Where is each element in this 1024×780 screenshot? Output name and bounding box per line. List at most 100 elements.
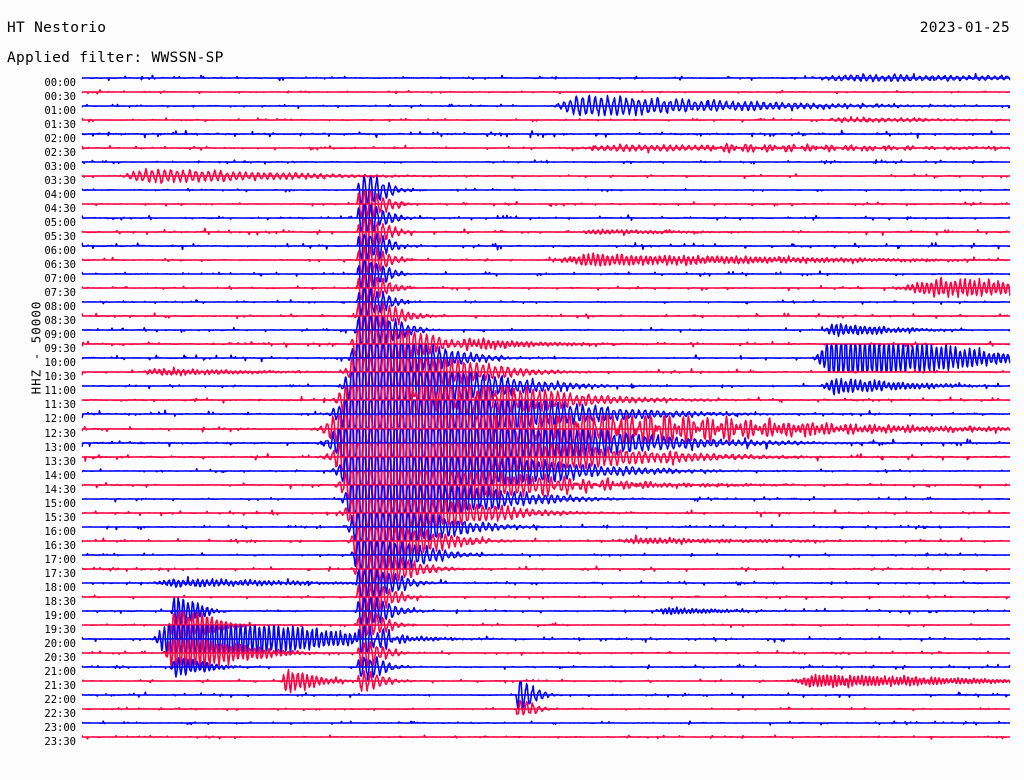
trace-row: 11:00 bbox=[0, 372, 1024, 401]
time-axis-label: 18:30 bbox=[44, 595, 76, 608]
time-axis-label: 22:00 bbox=[44, 693, 76, 706]
time-axis-label: 04:00 bbox=[44, 189, 76, 202]
time-axis-label: 19:00 bbox=[44, 609, 76, 622]
trace-row: 09:00 bbox=[0, 316, 1024, 345]
trace-row: 09:30 bbox=[0, 330, 1024, 359]
time-axis-label: 03:00 bbox=[44, 161, 76, 174]
trace-row: 20:30 bbox=[0, 638, 1024, 667]
trace-row: 12:30 bbox=[0, 414, 1024, 443]
trace-row: 15:00 bbox=[0, 484, 1024, 513]
trace-row: 02:00 bbox=[0, 129, 1024, 148]
date-label: 2023-01-25 bbox=[919, 20, 1010, 36]
time-axis-label: 06:30 bbox=[44, 259, 76, 272]
trace-row: 13:00 bbox=[0, 428, 1024, 457]
time-axis-label: 12:00 bbox=[44, 413, 76, 426]
trace-row: 02:30 bbox=[0, 143, 1024, 162]
trace-row: 12:00 bbox=[0, 400, 1024, 429]
trace-row: 05:30 bbox=[0, 218, 1024, 246]
trace-row: 03:00 bbox=[0, 159, 1024, 176]
time-axis-label: 19:30 bbox=[44, 623, 76, 636]
trace-row: 23:30 bbox=[0, 734, 1024, 751]
time-axis-label: 17:00 bbox=[44, 553, 76, 566]
trace-row: 16:30 bbox=[0, 526, 1024, 555]
trace-row: 10:30 bbox=[0, 357, 1024, 387]
time-axis-label: 23:30 bbox=[44, 735, 76, 748]
time-axis-label: 00:00 bbox=[44, 77, 76, 89]
trace-row: 11:30 bbox=[0, 386, 1024, 415]
trace-row: 06:30 bbox=[0, 246, 1024, 275]
time-axis-label: 05:30 bbox=[44, 231, 76, 244]
trace-row: 13:30 bbox=[0, 442, 1024, 471]
trace-row: 14:00 bbox=[0, 456, 1024, 486]
time-axis-label: 11:00 bbox=[44, 385, 76, 398]
trace-row: 08:30 bbox=[0, 302, 1024, 331]
time-axis-label: 12:30 bbox=[44, 427, 76, 440]
time-axis-label: 10:00 bbox=[44, 357, 76, 370]
trace-row: 16:00 bbox=[0, 512, 1024, 542]
trace-row: 07:30 bbox=[0, 274, 1024, 303]
time-axis-label: 15:00 bbox=[44, 497, 76, 510]
time-axis-label: 09:00 bbox=[44, 329, 76, 342]
time-axis-label: 09:30 bbox=[44, 343, 76, 356]
time-axis-label: 13:30 bbox=[44, 455, 76, 468]
trace-row: 18:00 bbox=[0, 568, 1024, 597]
time-axis-label: 07:30 bbox=[44, 287, 76, 300]
trace-row: 00:30 bbox=[0, 89, 1024, 106]
time-axis-label: 05:00 bbox=[44, 217, 76, 230]
trace-row: 22:00 bbox=[0, 681, 1024, 709]
trace-row: 21:00 bbox=[0, 655, 1024, 681]
time-axis-label: 16:30 bbox=[44, 539, 76, 552]
trace-row: 07:00 bbox=[0, 260, 1024, 289]
time-axis-label: 04:30 bbox=[44, 203, 76, 216]
time-axis-label: 14:00 bbox=[44, 469, 76, 482]
trace-row: 04:00 bbox=[0, 176, 1024, 204]
trace-row: 19:30 bbox=[0, 610, 1024, 639]
helicorder-plot: 00:00 00:30 01:00 01:30 02:00 02:30 03:00 03:30… bbox=[0, 72, 1024, 778]
trace-row: 00:00 bbox=[0, 72, 1024, 92]
trace-row: 22:30 bbox=[0, 699, 1024, 723]
applied-filter-label: Applied filter: WWSSN-SP bbox=[7, 50, 224, 66]
time-axis-label: 08:00 bbox=[44, 301, 76, 314]
time-axis-label: 21:00 bbox=[44, 665, 76, 678]
time-axis-label: 16:00 bbox=[44, 525, 76, 538]
trace-row: 03:30 bbox=[0, 167, 1024, 190]
time-axis-label: 06:00 bbox=[44, 245, 76, 258]
trace-row: 17:30 bbox=[0, 554, 1024, 583]
trace-row: 01:00 bbox=[0, 94, 1024, 120]
time-axis-label: 14:30 bbox=[44, 483, 76, 496]
time-axis-label: 03:30 bbox=[44, 175, 76, 188]
time-axis-label: 15:30 bbox=[44, 511, 76, 524]
page-title: HT Nestorio bbox=[7, 20, 107, 36]
time-axis-label: 21:30 bbox=[44, 679, 76, 692]
time-axis-label: 01:30 bbox=[44, 119, 76, 132]
trace-row: 23:00 bbox=[0, 720, 1024, 737]
time-axis-label: 01:00 bbox=[44, 105, 76, 118]
trace-row: 19:00 bbox=[0, 596, 1024, 625]
time-axis-label: 11:30 bbox=[44, 399, 76, 412]
trace-row: 17:00 bbox=[0, 540, 1024, 569]
trace-row: 20:00 bbox=[0, 624, 1024, 653]
time-axis-label: 22:30 bbox=[44, 707, 76, 720]
time-axis-label: 20:30 bbox=[44, 651, 76, 664]
trace-row: 05:00 bbox=[0, 204, 1024, 233]
trace-row: 18:30 bbox=[0, 582, 1024, 611]
trace-row: 21:30 bbox=[0, 668, 1024, 695]
time-axis-label: 18:00 bbox=[44, 581, 76, 594]
trace-row: 08:00 bbox=[0, 288, 1024, 317]
time-axis-label: 02:30 bbox=[44, 147, 76, 160]
time-axis-label: 20:00 bbox=[44, 637, 76, 650]
time-axis-label: 23:00 bbox=[44, 721, 76, 734]
trace-row: 10:00 bbox=[0, 344, 1024, 373]
time-axis-label: 00:30 bbox=[44, 91, 76, 104]
trace-row: 04:30 bbox=[0, 190, 1024, 219]
time-axis-label: 10:30 bbox=[44, 371, 76, 384]
time-axis-label: 08:30 bbox=[44, 315, 76, 328]
time-axis-label: 07:00 bbox=[44, 273, 76, 286]
time-axis-label: 13:00 bbox=[44, 441, 76, 454]
trace-row: 15:30 bbox=[0, 498, 1024, 527]
trace-row: 01:30 bbox=[0, 115, 1024, 134]
time-axis-label: 17:30 bbox=[44, 567, 76, 580]
time-axis-label: 02:00 bbox=[44, 133, 76, 146]
trace-row: 06:00 bbox=[0, 232, 1024, 261]
